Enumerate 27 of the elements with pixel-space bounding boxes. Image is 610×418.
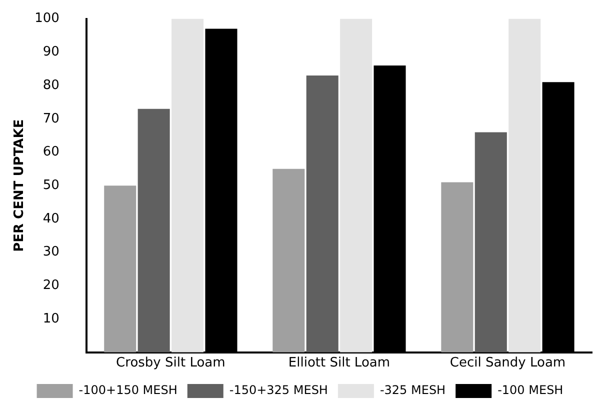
bar bbox=[138, 108, 170, 352]
bar bbox=[340, 18, 372, 352]
y-tick-label: 20 bbox=[42, 278, 60, 294]
y-tick-label: 70 bbox=[42, 111, 60, 126]
bar bbox=[474, 132, 507, 352]
y-tick-label: 40 bbox=[42, 211, 60, 226]
legend-label: -100+150 MESH bbox=[78, 383, 178, 398]
legend-label: -100 MESH bbox=[498, 383, 564, 398]
legend-label: -325 MESH bbox=[380, 383, 446, 398]
y-tick-label: 50 bbox=[42, 178, 60, 193]
bar bbox=[172, 18, 204, 352]
y-tick-label: 90 bbox=[42, 44, 60, 60]
x-tick-label: Cecil Sandy Loam bbox=[450, 356, 566, 371]
y-tick-label: 30 bbox=[42, 244, 60, 260]
bar bbox=[441, 182, 474, 352]
y-tick-label: 100 bbox=[34, 11, 60, 26]
y-tick-label: 10 bbox=[42, 311, 60, 326]
bar bbox=[272, 168, 305, 352]
bar bbox=[306, 76, 338, 352]
x-tick-label: Crosby Silt Loam bbox=[116, 356, 226, 371]
y-axis-title: PER CENT UPTAKE bbox=[12, 119, 28, 252]
bar bbox=[104, 186, 136, 352]
x-tick-label: Elliott Silt Loam bbox=[288, 356, 390, 371]
y-tick-label: 80 bbox=[42, 78, 60, 93]
y-tick-label: 60 bbox=[42, 144, 60, 160]
legend-label: -150+325 MESH bbox=[229, 383, 328, 398]
bar bbox=[508, 18, 541, 352]
